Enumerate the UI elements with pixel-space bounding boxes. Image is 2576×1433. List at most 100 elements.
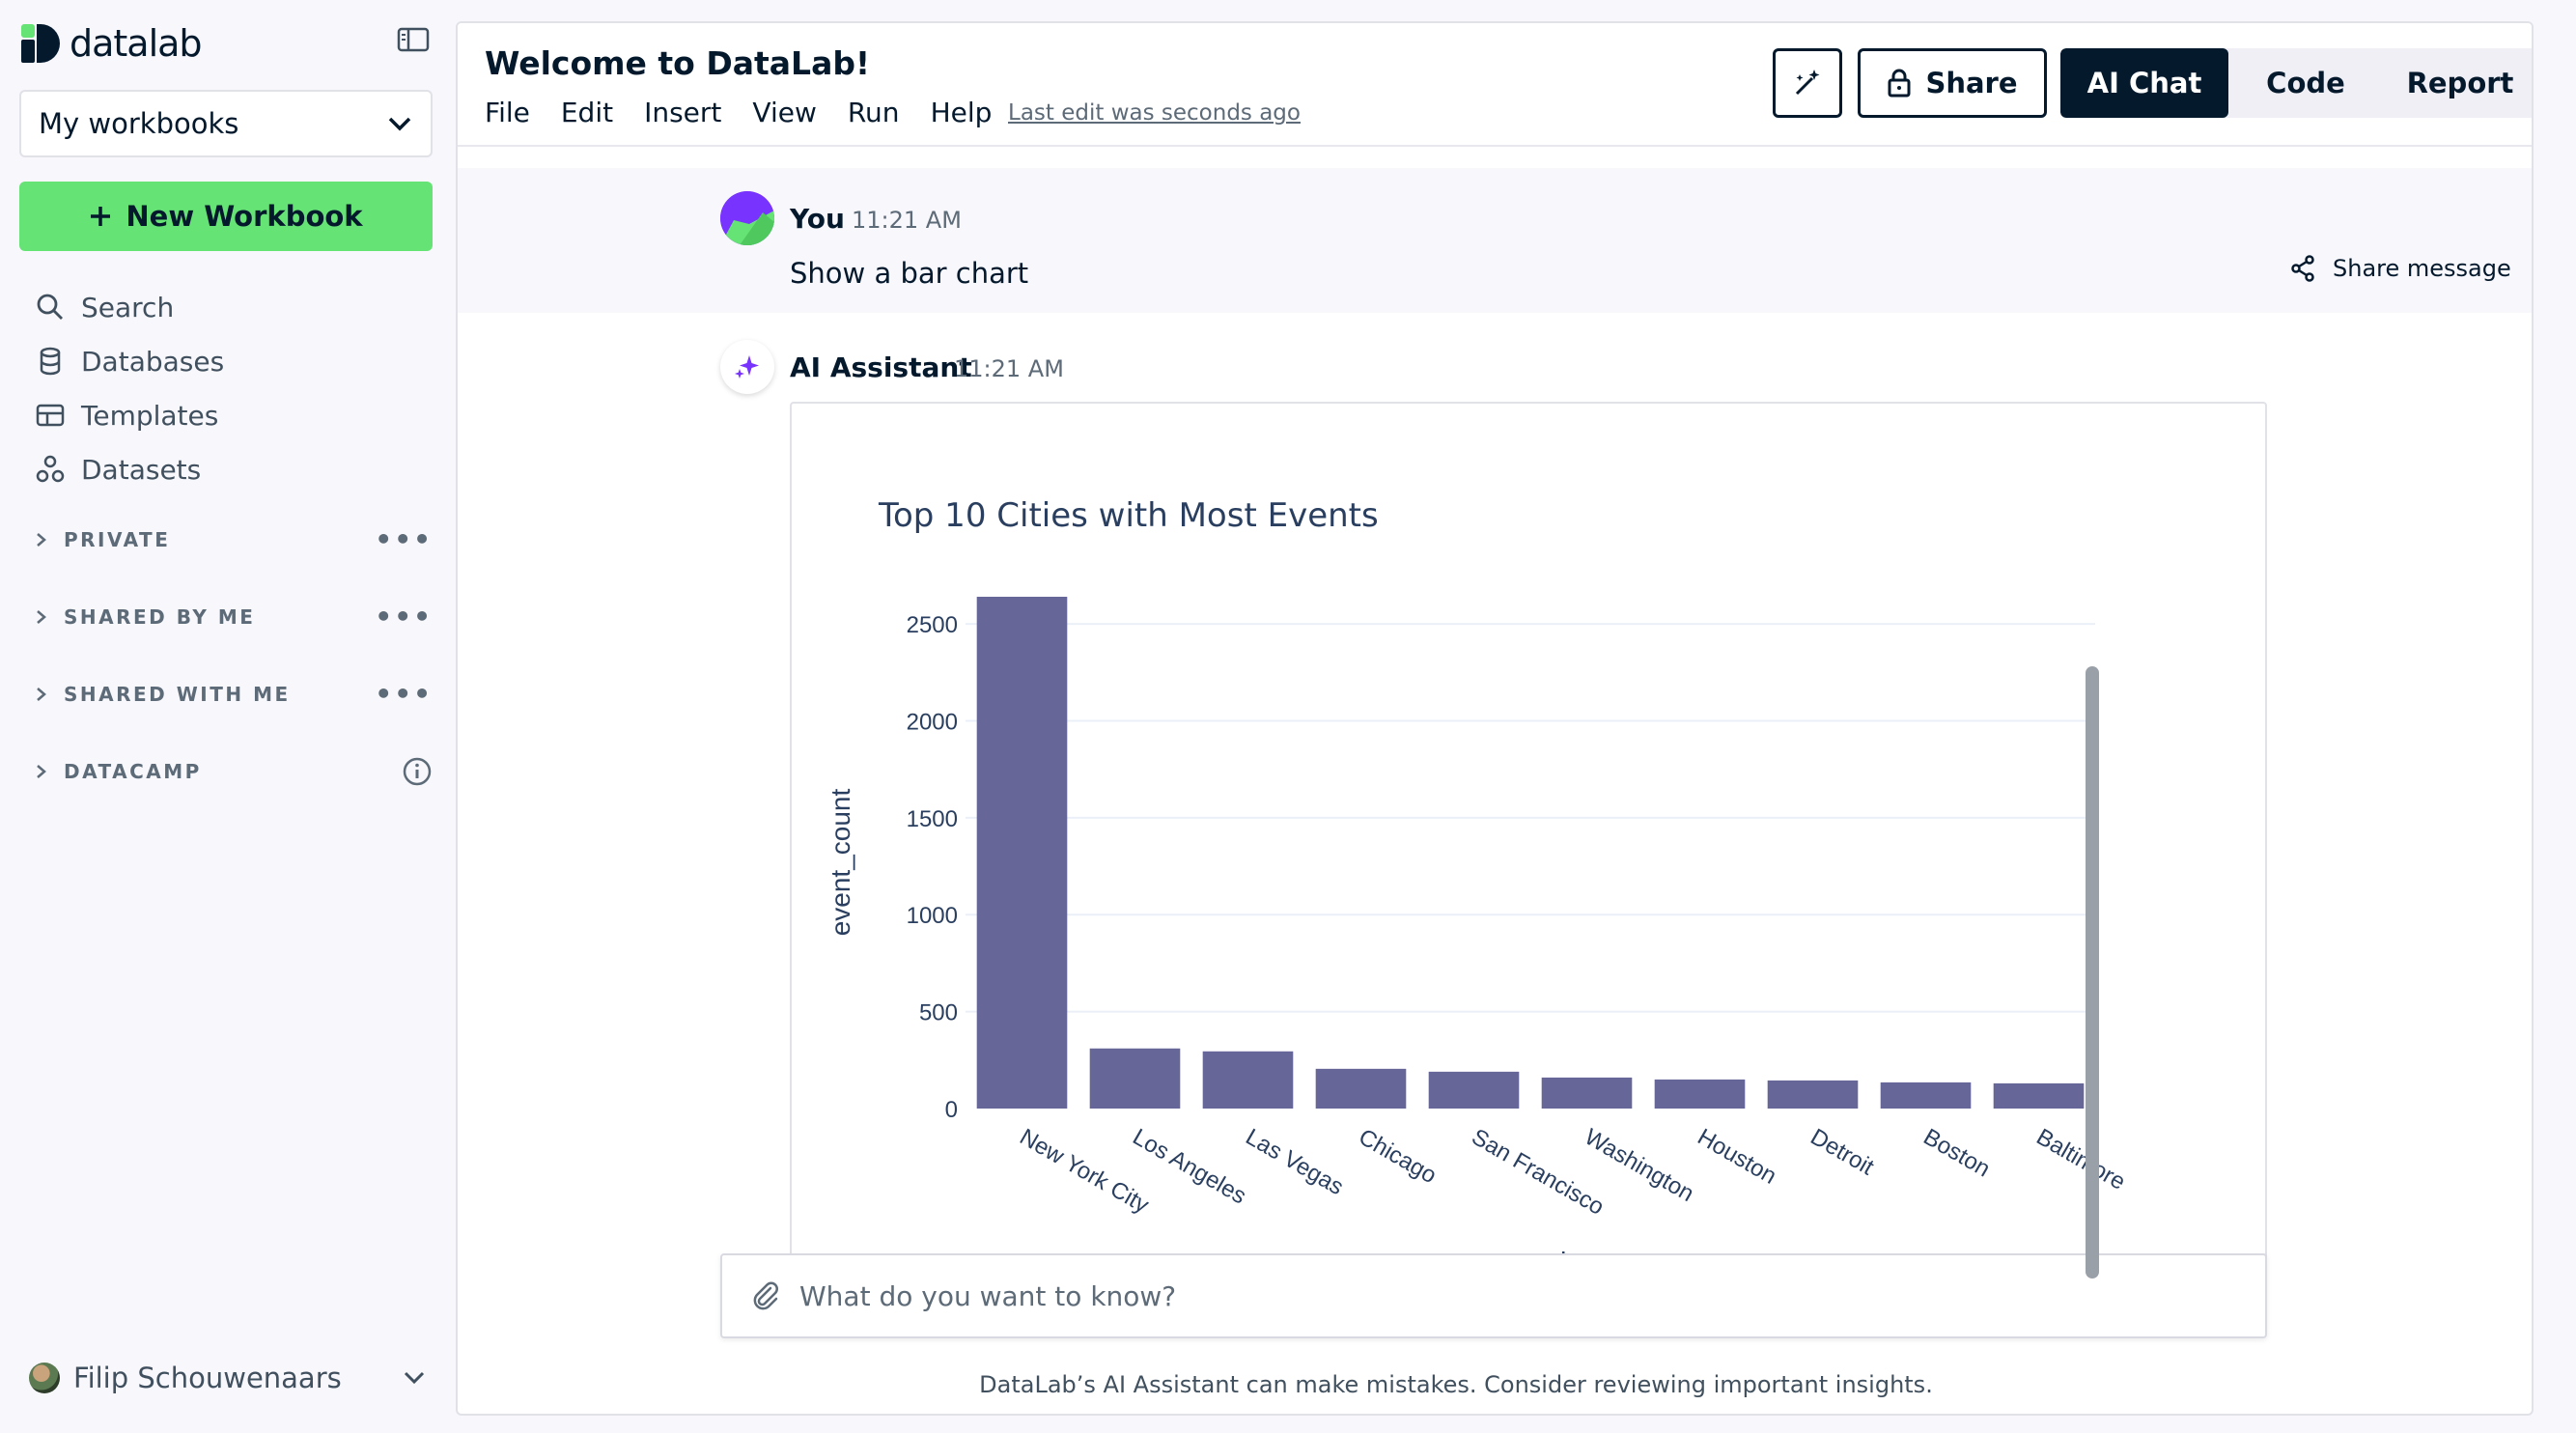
sidebar-item-databases[interactable]: Databases bbox=[35, 334, 224, 388]
sidebar: datalab My workbooks New Workbook Search… bbox=[0, 0, 452, 1433]
bar bbox=[1654, 1079, 1746, 1109]
bar bbox=[1880, 1082, 1972, 1109]
x-tick-label: Boston bbox=[1919, 1124, 1995, 1183]
y-tick-label: 1000 bbox=[907, 903, 958, 929]
last-edit-link[interactable]: Last edit was seconds ago bbox=[1008, 100, 1301, 126]
x-tick-label: Detroit bbox=[1806, 1124, 1879, 1181]
y-axis-label: event_count bbox=[826, 789, 855, 937]
menu-view[interactable]: View bbox=[752, 97, 817, 128]
menu-bar: File Edit Insert View Run Help bbox=[485, 97, 992, 128]
lock-icon bbox=[1888, 69, 1911, 98]
menu-run[interactable]: Run bbox=[847, 97, 900, 128]
magic-wand-icon bbox=[1795, 70, 1820, 96]
datasets-icon bbox=[36, 455, 65, 483]
tab-ai-chat[interactable]: AI Chat bbox=[2060, 48, 2228, 118]
tab-report[interactable]: Report bbox=[2406, 67, 2514, 99]
sidebar-item-datasets[interactable]: Datasets bbox=[35, 442, 224, 496]
paperclip-icon[interactable] bbox=[751, 1280, 780, 1311]
x-tick-label: Houston bbox=[1694, 1124, 1781, 1190]
section-label: PRIVATE bbox=[64, 528, 171, 551]
user-avatar bbox=[720, 191, 774, 245]
sidebar-item-search[interactable]: Search bbox=[35, 280, 224, 334]
ai-message-time: 11:21 AM bbox=[954, 355, 1064, 382]
chat-input-placeholder: What do you want to know? bbox=[799, 1279, 1177, 1312]
bar bbox=[1993, 1082, 2085, 1109]
share-icon bbox=[2291, 255, 2314, 282]
bar bbox=[1089, 1048, 1181, 1109]
section-label: SHARED BY ME bbox=[64, 605, 256, 629]
datalab-logo-icon bbox=[21, 24, 60, 63]
share-label: Share bbox=[1925, 67, 2018, 99]
chevron-right-icon bbox=[37, 610, 46, 624]
x-tick-label: Chicago bbox=[1355, 1124, 1442, 1189]
ai-message-author: AI Assistant bbox=[790, 351, 972, 383]
share-button[interactable]: Share bbox=[1858, 48, 2047, 118]
y-tick-label: 2500 bbox=[907, 612, 958, 638]
share-message-label: Share message bbox=[2333, 255, 2511, 282]
y-tick-label: 2000 bbox=[907, 709, 958, 735]
more-icon[interactable]: ••• bbox=[375, 601, 433, 632]
x-tick-label: Las Vegas bbox=[1242, 1124, 1349, 1200]
menu-insert[interactable]: Insert bbox=[644, 97, 722, 128]
user-message-author: You bbox=[790, 203, 845, 235]
share-message-button[interactable]: Share message bbox=[2290, 255, 2511, 282]
logo[interactable]: datalab bbox=[19, 21, 203, 66]
bar bbox=[1767, 1080, 1859, 1109]
ai-avatar bbox=[720, 340, 774, 394]
sparkle-icon bbox=[735, 355, 759, 379]
chevron-down-icon bbox=[388, 117, 411, 131]
bar bbox=[1315, 1068, 1407, 1109]
workbook-select[interactable]: My workbooks bbox=[19, 90, 433, 157]
new-workbook-button[interactable]: New Workbook bbox=[19, 182, 433, 251]
bar bbox=[1202, 1051, 1294, 1109]
section-datacamp[interactable]: DATACAMP bbox=[35, 752, 433, 791]
sidebar-item-label: Templates bbox=[81, 399, 219, 432]
user-message-time: 11:21 AM bbox=[852, 207, 962, 234]
more-icon[interactable]: ••• bbox=[375, 523, 433, 555]
chevron-down-icon bbox=[404, 1371, 425, 1385]
chevron-right-icon bbox=[37, 533, 46, 547]
menu-help[interactable]: Help bbox=[930, 97, 993, 128]
bar bbox=[1428, 1071, 1520, 1109]
user-message bbox=[458, 168, 2532, 313]
menu-edit[interactable]: Edit bbox=[560, 97, 614, 128]
main-panel: Welcome to DataLab! File Edit Insert Vie… bbox=[456, 21, 2534, 1416]
chevron-right-icon bbox=[37, 688, 46, 701]
chevron-right-icon bbox=[37, 765, 46, 778]
sidebar-item-label: Datasets bbox=[81, 453, 202, 486]
sidebar-item-templates[interactable]: Templates bbox=[35, 388, 224, 442]
menu-file[interactable]: File bbox=[485, 97, 530, 128]
y-tick-label: 0 bbox=[945, 1097, 958, 1123]
new-workbook-label: New Workbook bbox=[126, 200, 363, 233]
sidebar-nav: Search Databases Templates Datasets bbox=[35, 280, 224, 496]
scrollbar[interactable] bbox=[2086, 666, 2099, 1278]
x-tick-label: Baltimore bbox=[2032, 1124, 2130, 1195]
templates-icon bbox=[36, 404, 65, 427]
user-name: Filip Schouwenaars bbox=[73, 1362, 342, 1394]
bar bbox=[1541, 1077, 1633, 1109]
section-label: SHARED WITH ME bbox=[64, 683, 291, 706]
workbook-select-value: My workbooks bbox=[39, 107, 239, 140]
user-message-text: Show a bar chart bbox=[790, 257, 1029, 290]
section-shared-with-me[interactable]: SHARED WITH ME ••• bbox=[35, 675, 433, 714]
more-icon[interactable]: ••• bbox=[375, 678, 433, 710]
avatar bbox=[29, 1363, 60, 1393]
chat-input[interactable]: What do you want to know? bbox=[720, 1253, 2267, 1338]
section-private[interactable]: PRIVATE ••• bbox=[35, 520, 433, 559]
info-icon[interactable] bbox=[402, 756, 433, 787]
plus-icon bbox=[91, 207, 111, 226]
tab-code[interactable]: Code bbox=[2266, 67, 2345, 99]
section-shared-by-me[interactable]: SHARED BY ME ••• bbox=[35, 598, 433, 636]
database-icon bbox=[40, 347, 61, 376]
user-menu[interactable]: Filip Schouwenaars bbox=[29, 1362, 427, 1394]
y-tick-label: 1500 bbox=[907, 806, 958, 832]
magic-wand-button[interactable] bbox=[1773, 48, 1842, 118]
search-icon bbox=[37, 294, 63, 320]
collapse-sidebar-icon[interactable] bbox=[396, 25, 431, 54]
bar bbox=[976, 597, 1068, 1109]
section-label: DATACAMP bbox=[64, 760, 202, 783]
sidebar-item-label: Databases bbox=[81, 345, 225, 378]
chart-title: Top 10 Cities with Most Events bbox=[879, 496, 1379, 535]
ai-disclaimer: DataLab’s AI Assistant can make mistakes… bbox=[979, 1371, 1933, 1398]
